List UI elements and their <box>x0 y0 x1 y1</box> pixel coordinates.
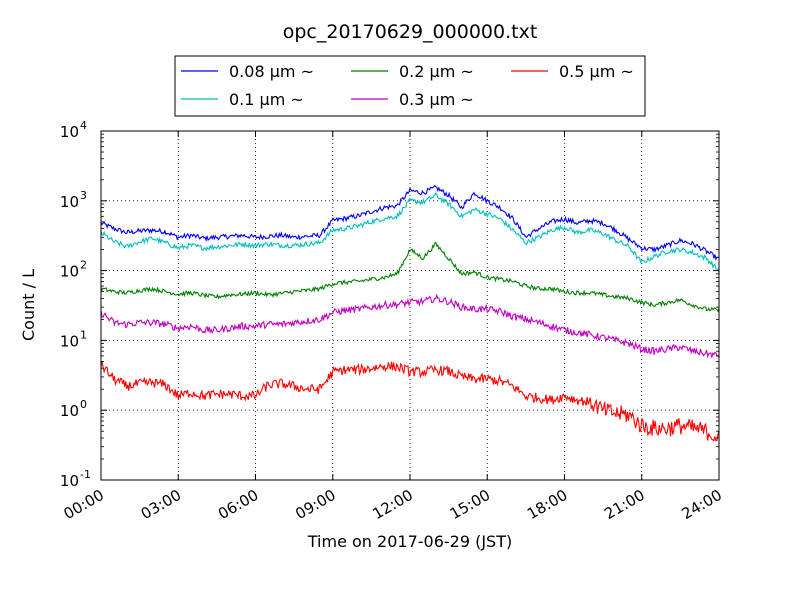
y-tick-exponent: 2 <box>80 259 87 272</box>
x-tick-label: 09:00 <box>292 486 338 523</box>
legend-label: 0.1 μm ~ <box>229 90 304 109</box>
legend-label: 0.08 μm ~ <box>229 62 314 81</box>
y-tick-label: 10 <box>60 332 79 350</box>
legend-label: 0.3 μm ~ <box>399 90 474 109</box>
x-tick-label: 06:00 <box>215 486 261 523</box>
y-tick-exponent: 0 <box>80 398 87 411</box>
series-line <box>100 184 720 261</box>
series-line <box>100 241 720 313</box>
series-line <box>100 191 720 273</box>
axis-ticks: 00:00 03:00 06:00 09:00 12:00 15:00 18:00 21:00… <box>60 119 725 523</box>
x-tick-label: 24:00 <box>679 486 725 523</box>
y-tick-label: 10 <box>60 402 79 420</box>
y-tick-exponent: 3 <box>80 189 87 202</box>
y-tick-label: 10 <box>60 193 79 211</box>
y-tick-label: 10 <box>60 123 79 141</box>
legend-box <box>174 55 646 117</box>
y-axis-label: Count / L <box>19 269 38 341</box>
x-tick-label: 21:00 <box>601 486 647 523</box>
chart-title: opc_20170629_000000.txt <box>283 21 538 43</box>
y-tick-label: 10 <box>60 472 79 490</box>
legend: 0.08 μm ~ 0.1 μm ~ 0.2 μm ~ 0.3 μm ~ 0.5 μm … <box>174 55 646 117</box>
y-tick-exponent: 4 <box>80 119 87 132</box>
y-tick-label: 10 <box>60 263 79 281</box>
x-tick-label: 18:00 <box>524 486 570 523</box>
series-line <box>100 361 720 442</box>
x-tick-label: 12:00 <box>370 486 416 523</box>
y-tick-exponent: -1 <box>80 468 91 481</box>
legend-label: 0.2 μm ~ <box>399 62 474 81</box>
y-tick-exponent: 1 <box>80 328 87 341</box>
series-lines <box>100 184 720 442</box>
x-tick-label: 15:00 <box>447 486 493 523</box>
series-line <box>100 293 720 359</box>
x-axis-label: Time on 2017-06-29 (JST) <box>307 532 512 551</box>
legend-label: 0.5 μm ~ <box>559 62 634 81</box>
grid <box>101 131 719 480</box>
x-tick-label: 00:00 <box>61 486 107 523</box>
x-tick-label: 03:00 <box>138 486 184 523</box>
